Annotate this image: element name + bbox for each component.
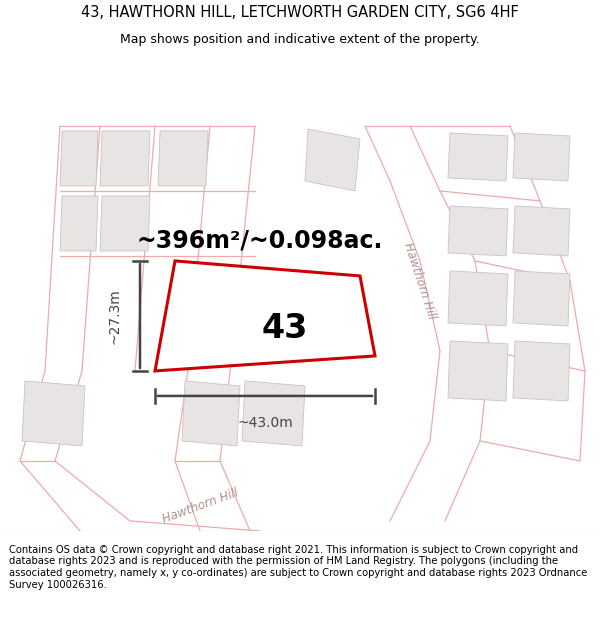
Polygon shape <box>513 206 570 256</box>
Polygon shape <box>158 131 208 186</box>
Text: ~43.0m: ~43.0m <box>237 416 293 430</box>
Polygon shape <box>448 133 508 181</box>
Text: Hawthorn Hill: Hawthorn Hill <box>401 241 439 321</box>
Text: 43: 43 <box>262 312 308 346</box>
Polygon shape <box>60 196 98 251</box>
Text: Map shows position and indicative extent of the property.: Map shows position and indicative extent… <box>120 34 480 46</box>
Polygon shape <box>100 131 150 186</box>
Text: 43, HAWTHORN HILL, LETCHWORTH GARDEN CITY, SG6 4HF: 43, HAWTHORN HILL, LETCHWORTH GARDEN CIT… <box>81 5 519 20</box>
Polygon shape <box>448 341 508 401</box>
Polygon shape <box>513 271 570 326</box>
Polygon shape <box>60 131 98 186</box>
Polygon shape <box>513 341 570 401</box>
Text: Contains OS data © Crown copyright and database right 2021. This information is : Contains OS data © Crown copyright and d… <box>9 545 587 589</box>
Polygon shape <box>448 206 508 256</box>
Polygon shape <box>155 261 375 371</box>
Text: ~396m²/~0.098ac.: ~396m²/~0.098ac. <box>137 229 383 253</box>
Polygon shape <box>100 196 150 251</box>
Polygon shape <box>448 271 508 326</box>
Polygon shape <box>22 381 85 446</box>
Polygon shape <box>182 381 240 446</box>
Polygon shape <box>242 381 305 446</box>
Polygon shape <box>305 129 360 191</box>
Polygon shape <box>513 133 570 181</box>
Text: ~27.3m: ~27.3m <box>108 288 122 344</box>
Text: Hawthorn Hill: Hawthorn Hill <box>160 486 240 526</box>
